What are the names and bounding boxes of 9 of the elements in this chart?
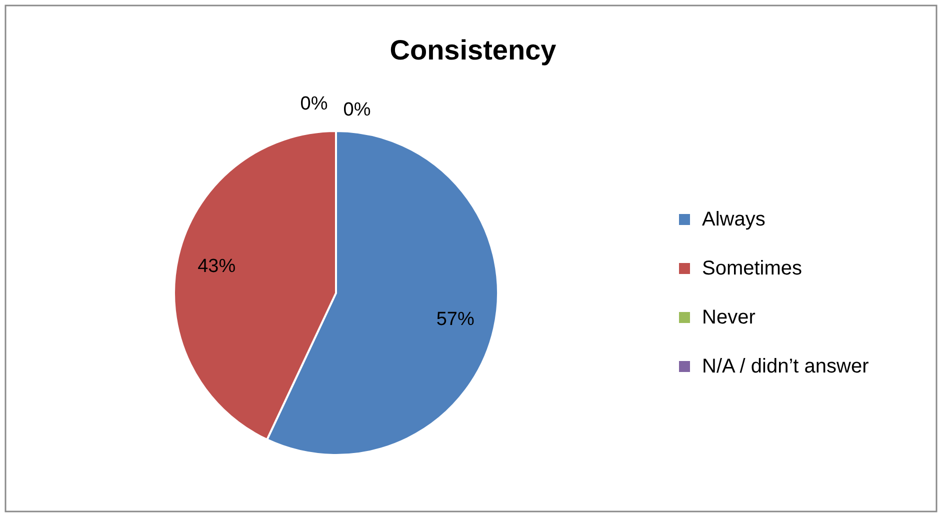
chart-title: Consistency: [390, 34, 557, 66]
text: 0%: [343, 100, 371, 120]
legend-label: Sometimes: [702, 258, 802, 280]
legend-label: Never: [702, 306, 756, 328]
legend-label: N/A / didn’t answer: [702, 356, 870, 378]
data-label: 43%: [198, 256, 236, 277]
legend-label: Always: [702, 208, 766, 230]
text: 0%: [300, 94, 328, 114]
data-label: 57%: [436, 309, 474, 330]
